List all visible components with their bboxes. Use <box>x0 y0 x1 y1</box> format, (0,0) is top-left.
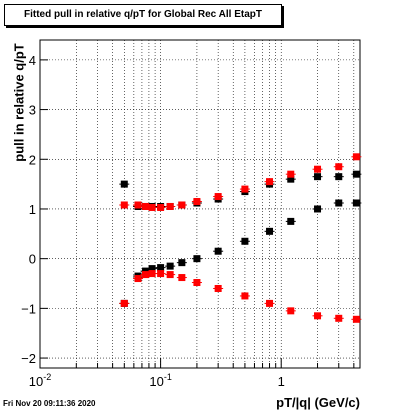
data-point <box>287 175 295 183</box>
data-point <box>352 153 360 161</box>
data-point <box>120 180 128 188</box>
data-point <box>178 259 186 267</box>
data-point <box>193 279 201 287</box>
y-tick-label: 0 <box>29 252 36 267</box>
data-point <box>157 264 165 272</box>
data-point <box>241 185 249 193</box>
data-point <box>266 178 274 186</box>
data-point <box>214 284 222 292</box>
data-point <box>142 271 150 279</box>
x-tick-label: 1 <box>278 374 285 389</box>
data-point <box>157 203 165 211</box>
data-point <box>266 299 274 307</box>
data-point <box>314 205 322 213</box>
data-point <box>134 201 142 209</box>
data-point <box>241 292 249 300</box>
y-axis-label: pull in relative q/pT <box>11 43 27 162</box>
data-point <box>314 165 322 173</box>
data-point <box>157 270 165 278</box>
data-point <box>178 274 186 282</box>
data-point <box>214 193 222 201</box>
data-point <box>166 202 174 210</box>
data-point <box>314 173 322 181</box>
data-point <box>335 314 343 322</box>
data-point <box>142 202 150 210</box>
data-point <box>120 299 128 307</box>
chart-title: Fitted pull in relative q/pT for Global … <box>24 9 262 20</box>
data-point <box>120 201 128 209</box>
data-point <box>214 247 222 255</box>
data-point <box>166 271 174 279</box>
data-point <box>335 199 343 207</box>
x-tick-label: 10-2 <box>29 372 51 389</box>
data-point <box>287 170 295 178</box>
data-point <box>287 217 295 225</box>
y-tick-label: 3 <box>29 103 36 118</box>
data-point <box>352 199 360 207</box>
data-point <box>335 173 343 181</box>
data-point <box>287 307 295 315</box>
y-tick-label: −1 <box>21 301 36 316</box>
date-stamp: Fri Nov 20 09:11:36 2020 <box>3 399 96 408</box>
data-point <box>266 227 274 235</box>
data-point <box>166 262 174 270</box>
data-point <box>148 203 156 211</box>
data-point <box>241 237 249 245</box>
x-tick-label: 10-1 <box>149 372 171 389</box>
data-point <box>352 170 360 178</box>
data-point <box>314 312 322 320</box>
data-point <box>148 265 156 273</box>
y-tick-label: 2 <box>29 152 36 167</box>
y-tick-label: −2 <box>21 351 36 366</box>
data-point <box>335 163 343 171</box>
data-point <box>178 201 186 209</box>
data-point <box>193 198 201 206</box>
x-axis-label: pT/|q| (GeV/c) <box>276 395 360 410</box>
data-point <box>148 270 156 278</box>
data-point <box>134 275 142 283</box>
data-point <box>352 315 360 323</box>
data-point <box>193 255 201 263</box>
title-box: Fitted pull in relative q/pT for Global … <box>4 4 282 26</box>
y-tick-label: 4 <box>29 53 36 68</box>
y-tick-label: 1 <box>29 202 36 217</box>
